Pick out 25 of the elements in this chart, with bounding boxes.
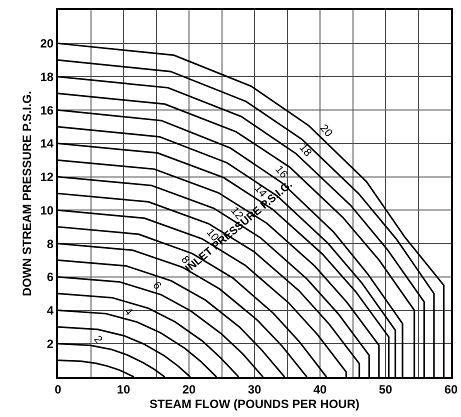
text: 4 (122, 306, 135, 318)
y-tick-label: 12 (40, 170, 54, 184)
x-tick-label: 30 (248, 382, 262, 396)
y-tick-label: 18 (40, 70, 54, 84)
x-axis-title: STEAM FLOW (POUNDS PER HOUR) (150, 396, 360, 411)
y-tick-label: 20 (40, 36, 54, 51)
y-tick-label: 8 (46, 236, 54, 251)
x-tick-label: 10 (116, 382, 130, 396)
x-tick-label: 50 (378, 382, 392, 396)
x-tick-label: 60 (444, 382, 458, 396)
y-tick-label: 2 (46, 336, 54, 351)
text: 18 (296, 142, 314, 159)
y-tick-label: 14 (40, 136, 54, 151)
y-axis-title: DOWN STREAM PRESSURE P.S.I.G. (20, 90, 34, 296)
x-tick-label: 40 (313, 382, 327, 396)
x-tick-label: 20 (182, 382, 196, 396)
text: 20 (317, 122, 334, 140)
text: 2 (91, 334, 104, 346)
y-tick-label: 10 (40, 203, 54, 218)
x-tick-label: 0 (54, 382, 62, 396)
y-tick-label: 16 (40, 103, 54, 118)
y-tick-label: 4 (46, 303, 54, 318)
y-tick-label: 6 (46, 270, 54, 284)
text: 16 (272, 164, 290, 181)
text: 6 (150, 280, 164, 292)
